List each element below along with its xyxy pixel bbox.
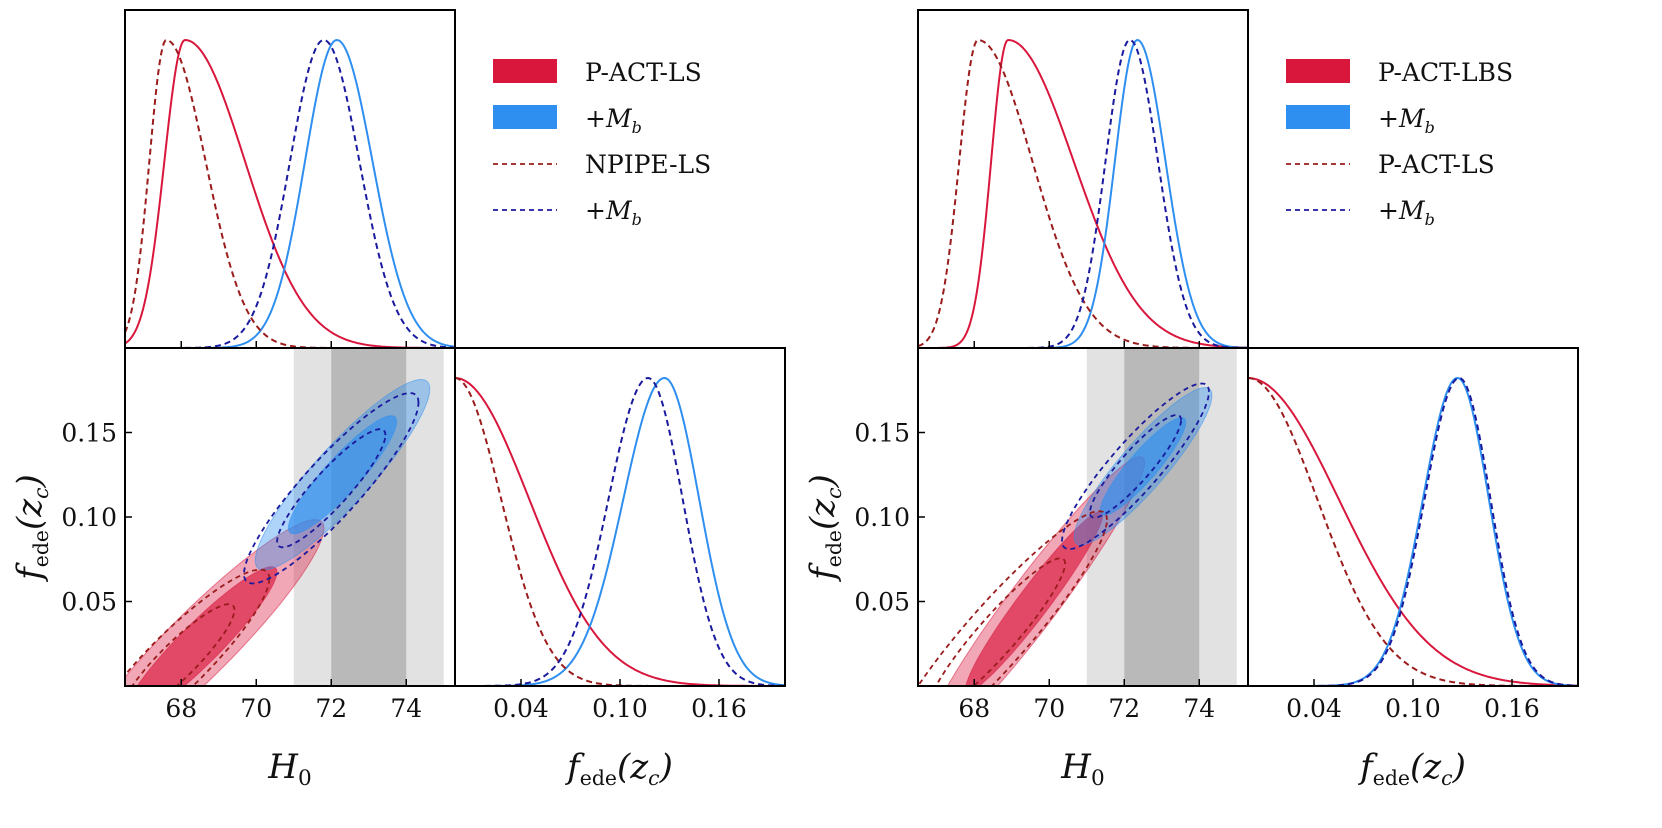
- fede-curve-p-act-ls-dashed: [1248, 377, 1578, 686]
- contours-group: [918, 382, 1213, 686]
- h0-1d-group: [918, 38, 1248, 348]
- fede-x-axis-label: fede(zc): [564, 747, 673, 790]
- h0-curve-m-b-dashed: [918, 38, 1248, 348]
- legend-label: +Mb: [1378, 196, 1435, 229]
- contour-p-act-lbs-filled-1sigma: [965, 511, 1104, 686]
- fede-1d-group: [1248, 376, 1578, 686]
- h0-band-group: [1086, 348, 1237, 686]
- contour-m-b-filled-1sigma: [287, 415, 398, 535]
- h0-band-inner: [1124, 348, 1200, 686]
- contour-m-b-filled-1sigma: [1099, 416, 1187, 516]
- fede-curve-m-b-solid: [455, 376, 785, 686]
- right-panel-frame: [1247, 347, 1579, 687]
- fede-1d-group: [455, 376, 785, 686]
- h0-curve-m-b-solid: [918, 38, 1248, 348]
- legend-swatch-mb: [493, 105, 557, 129]
- legend-label: +Mb: [1378, 104, 1435, 137]
- legend-label: NPIPE-LS: [585, 150, 711, 179]
- contours-group: [125, 378, 431, 686]
- h0-tick-label: 68: [165, 694, 197, 723]
- h0-axis-label: H0: [1060, 747, 1104, 791]
- contour-m-b-dashed-1sigma: [1088, 413, 1183, 519]
- h0-1d-group: [125, 38, 455, 348]
- contour-p-act-ls-dashed-2sigma: [918, 510, 1108, 686]
- legend: P-ACT-LS +Mb NPIPE-LS +Mb: [493, 58, 711, 229]
- legend: P-ACT-LBS +Mb P-ACT-LS +Mb: [1286, 58, 1513, 229]
- legend-swatch-mb: [1286, 105, 1350, 129]
- legend-label: P-ACT-LS: [585, 58, 702, 87]
- chart-right: 68 70 72 74 0.05 0.10 0.15 0.04 0.10 0.16 H0 fede(z…: [803, 9, 1579, 791]
- fede-curve-npipe-ls-dashed: [455, 377, 785, 686]
- h0-curve-npipe-ls-dashed: [125, 39, 455, 348]
- fede-x-tick-label: 0.04: [1286, 694, 1342, 723]
- fede-y-tick-label: 0.10: [854, 503, 910, 532]
- contour-p-act-ls-dashed-1sigma: [934, 557, 1067, 686]
- h0-curve-m-b-solid: [125, 38, 455, 348]
- fede-x-axis-label: fede(zc): [1357, 747, 1466, 790]
- fede-y-axis-label: fede(zc): [10, 474, 53, 583]
- legend-label: +Mb: [585, 104, 642, 137]
- fede-x-tick-label: 0.04: [493, 694, 549, 723]
- fede-curve-m-b-dashed: [455, 376, 785, 686]
- fede-x-tick-label: 0.10: [592, 694, 648, 723]
- h0-tick-label: 72: [315, 694, 347, 723]
- legend-label: P-ACT-LS: [1378, 150, 1495, 179]
- legend-swatch-p-act-lbs: [1286, 59, 1350, 83]
- fede-curve-m-b-solid: [1248, 376, 1578, 686]
- contour-m-b-dashed-2sigma: [1061, 382, 1210, 551]
- fede-y-axis-label: fede(zc): [803, 474, 846, 583]
- contour-m-b-dashed-2sigma: [243, 392, 420, 585]
- h0-axis-label: H0: [267, 747, 311, 791]
- fede-y-tick-label: 0.10: [61, 503, 117, 532]
- fede-y-tick-label: 0.05: [854, 588, 910, 617]
- h0-curve-p-act-lbs-solid: [918, 38, 1248, 348]
- chart-left: 68 70 72 74 0.05 0.10 0.15 0.04 0.10 0.16 H0 fede(z…: [10, 9, 786, 791]
- h0-tick-label: 70: [240, 694, 272, 723]
- fede-y-tick-label: 0.15: [61, 419, 117, 448]
- fede-x-tick-label: 0.16: [1484, 694, 1540, 723]
- h0-tick-label: 74: [390, 694, 422, 723]
- fede-y-tick-label: 0.15: [854, 419, 910, 448]
- fede-x-tick-label: 0.16: [691, 694, 747, 723]
- fede-x-tick-label: 0.10: [1385, 694, 1441, 723]
- fede-curve-p-act-ls-solid: [455, 377, 785, 686]
- h0-tick-label: 72: [1108, 694, 1140, 723]
- legend-label: +Mb: [585, 196, 642, 229]
- contour-m-b-dashed-1sigma: [276, 428, 387, 549]
- contour-p-act-ls-filled-1sigma: [136, 566, 278, 686]
- legend-swatch-p-act-ls: [493, 59, 557, 83]
- fede-curve-p-act-lbs-solid: [1248, 377, 1578, 686]
- h0-tick-label: 74: [1183, 694, 1215, 723]
- legend-label: P-ACT-LBS: [1378, 58, 1513, 87]
- fede-curve-m-b-dashed: [1248, 376, 1578, 686]
- h0-tick-label: 68: [958, 694, 990, 723]
- contour-npipe-ls-dashed-2sigma: [125, 568, 271, 686]
- h0-tick-label: 70: [1033, 694, 1065, 723]
- fede-y-tick-label: 0.05: [61, 588, 117, 617]
